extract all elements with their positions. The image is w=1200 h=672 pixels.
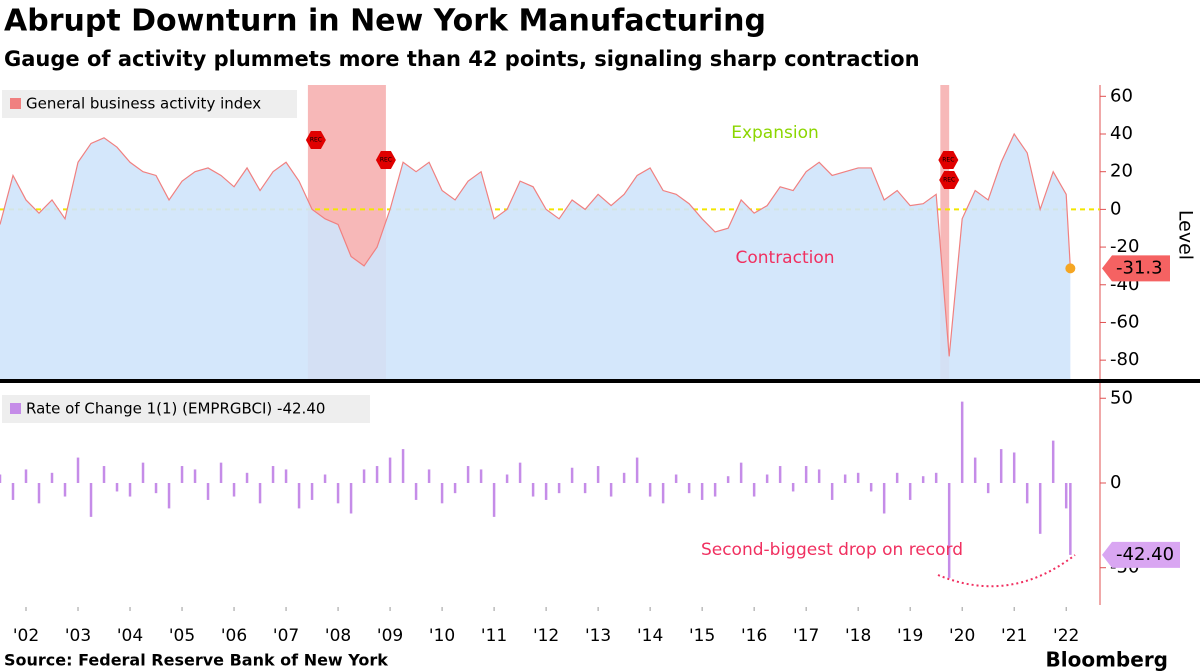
recession-band <box>940 85 950 379</box>
x-tick-label: '10 <box>429 626 455 646</box>
legend-swatch <box>10 98 21 109</box>
annotation: Second-biggest drop on record <box>701 540 963 560</box>
annotation-arc <box>937 554 1076 588</box>
y-tick-label: -20 <box>1110 236 1139 257</box>
x-tick-label: '14 <box>637 626 663 646</box>
x-tick-label: '20 <box>949 626 975 646</box>
legend-label: Rate of Change 1(1) (EMPRGBCI) -42.40 <box>26 400 325 418</box>
last-value-label: -31.3 <box>1116 257 1163 278</box>
chart-title: Abrupt Downturn in New York Manufacturin… <box>4 4 766 39</box>
y-tick-label: 40 <box>1110 123 1133 144</box>
legend-box <box>2 395 370 423</box>
area <box>0 134 1071 379</box>
rec-marker <box>939 171 960 189</box>
rec-label: REC <box>943 177 955 184</box>
y-tick-label: 0 <box>1110 472 1121 493</box>
rec-label: REC <box>942 157 954 164</box>
x-tick-label: '19 <box>897 626 923 646</box>
y-tick-label: 0 <box>1110 198 1121 219</box>
annotation: Contraction <box>735 248 834 268</box>
x-tick-label: '15 <box>689 626 715 646</box>
x-tick-label: '16 <box>741 626 767 646</box>
last-value-tag <box>1102 541 1180 568</box>
x-tick-label: '17 <box>793 626 819 646</box>
x-tick-label: '04 <box>117 626 143 646</box>
x-tick-label: '05 <box>169 626 195 646</box>
x-tick-label: '21 <box>1001 626 1027 646</box>
rec-label: REC <box>380 157 392 164</box>
last-value-tag <box>1102 255 1170 282</box>
x-tick-label: '08 <box>325 626 351 646</box>
x-tick-label: '03 <box>65 626 91 646</box>
x-tick-label: '22 <box>1053 626 1079 646</box>
last-value-label: -42.40 <box>1116 544 1174 565</box>
brand: Bloomberg <box>1046 648 1168 672</box>
rec-marker <box>305 131 326 149</box>
annotation: Expansion <box>731 123 819 143</box>
panel-divider <box>0 379 1200 383</box>
x-tick-label: '18 <box>845 626 871 646</box>
last-point <box>1065 263 1076 274</box>
rec-label: REC <box>310 137 322 144</box>
line <box>0 132 1071 357</box>
y-tick-label: -60 <box>1110 311 1139 332</box>
x-tick-label: '12 <box>533 626 559 646</box>
x-tick-label: '13 <box>585 626 611 646</box>
x-tick-label: '02 <box>13 626 39 646</box>
chart-subtitle: Gauge of activity plummets more than 42 … <box>4 47 920 71</box>
x-tick-label: '09 <box>377 626 403 646</box>
x-tick-label: '07 <box>273 626 299 646</box>
x-tick-label: '11 <box>481 626 507 646</box>
y-tick-label: 20 <box>1110 161 1133 182</box>
legend-swatch <box>10 403 21 414</box>
y-tick-label: 60 <box>1110 85 1133 106</box>
y-axis-title: Level <box>1175 210 1197 260</box>
y-tick-label: -80 <box>1110 349 1139 370</box>
legend-label: General business activity index <box>26 95 261 113</box>
rec-marker <box>375 151 396 169</box>
source: Source: Federal Reserve Bank of New York <box>4 651 388 670</box>
y-tick-label: 50 <box>1110 387 1133 408</box>
x-tick-label: '06 <box>221 626 247 646</box>
legend-box <box>2 90 297 118</box>
rec-marker <box>938 151 959 169</box>
